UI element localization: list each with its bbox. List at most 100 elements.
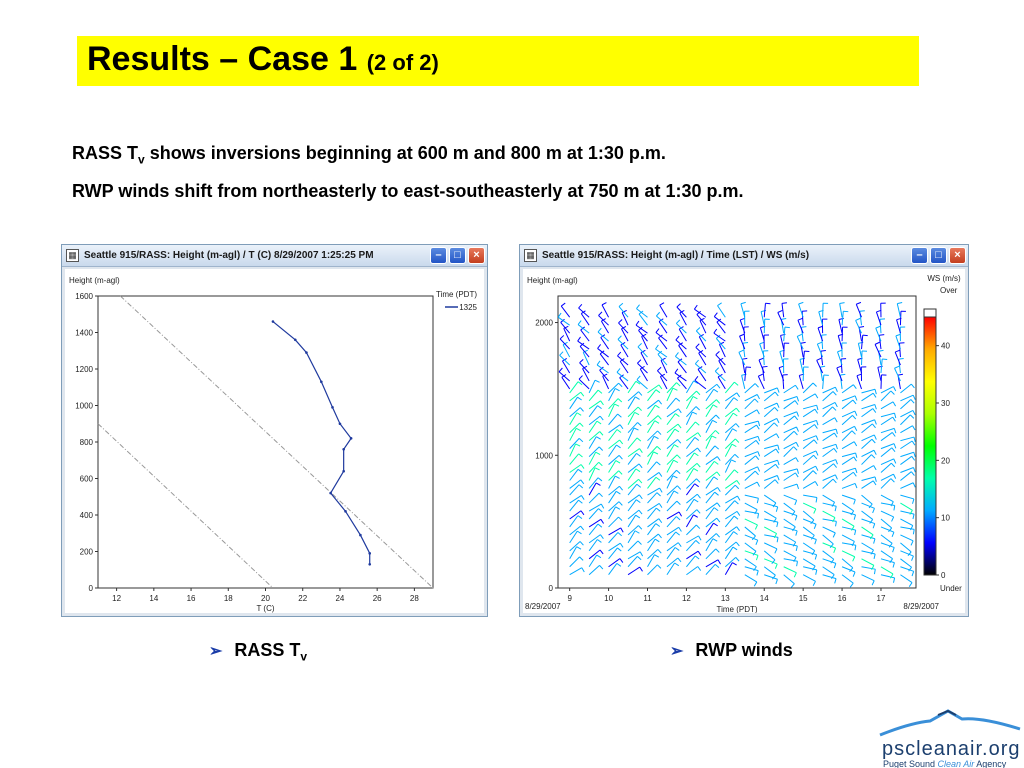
wind-barb	[900, 494, 915, 500]
wind-barb	[861, 434, 875, 442]
caption-rwp: ➢ RWP winds	[670, 640, 793, 661]
wind-barb-flag	[774, 548, 778, 554]
wind-barb-flag	[849, 582, 854, 588]
wind-barb-flag	[817, 341, 823, 345]
rass-tv-window-titlebar[interactable]: ▦ Seattle 915/RASS: Height (m-agl) / T (…	[62, 245, 487, 267]
wind-barb	[713, 316, 726, 326]
wind-barb-flag	[674, 368, 679, 374]
wind-barb-flag	[594, 379, 600, 383]
wind-barb-flag	[577, 381, 583, 386]
wind-barb	[627, 525, 639, 536]
minimize-button[interactable]: –	[911, 247, 928, 264]
wind-barb	[900, 414, 911, 426]
summary-text: RASS Tv shows inversions beginning at 60…	[72, 138, 744, 207]
wind-barb-flag	[852, 556, 856, 562]
wind-barb-flag	[654, 420, 660, 424]
wind-barb	[744, 451, 759, 458]
wind-barb-flag	[810, 535, 815, 540]
wind-barb-flag	[829, 543, 834, 549]
wind-barb-flag	[655, 523, 661, 527]
wind-barb	[686, 478, 697, 489]
wind-barb-flag	[872, 508, 875, 514]
y-tick-label: 1000	[535, 451, 553, 460]
x-tick-label: 10	[604, 594, 613, 603]
wind-barb-flag	[697, 550, 702, 556]
wind-barb-flag	[600, 519, 605, 524]
wind-barb-flag	[658, 399, 663, 405]
wind-barb	[569, 396, 578, 410]
wind-barb	[880, 526, 895, 533]
close-button[interactable]: ×	[949, 247, 966, 264]
wind-barb	[880, 386, 894, 394]
wind-barb	[627, 448, 640, 458]
logo-tag-pre: Puget Sound	[883, 759, 938, 768]
maximize-button[interactable]: □	[449, 247, 466, 264]
wind-barb	[900, 383, 912, 394]
wind-barb	[803, 494, 818, 499]
wind-barb-flag	[814, 424, 818, 429]
wind-barb-flag	[618, 382, 623, 388]
wind-barb-flag	[656, 311, 661, 317]
wind-barb	[666, 439, 678, 450]
wind-barb-flag	[580, 525, 585, 531]
maximize-button[interactable]: □	[930, 247, 947, 264]
wind-barb-flag	[754, 398, 759, 403]
wind-barb	[798, 375, 804, 390]
minimize-button[interactable]: –	[430, 247, 447, 264]
wind-barb-flag	[757, 466, 761, 472]
wind-barb	[802, 470, 814, 481]
wind-barb-flag	[793, 430, 798, 436]
wind-barb	[588, 554, 598, 568]
wind-barb-flag	[618, 470, 623, 475]
wind-barb-flag	[739, 333, 745, 337]
wind-barb-flag	[677, 423, 682, 429]
wind-barb	[666, 423, 679, 434]
wind-barb	[559, 354, 571, 366]
wind-barb	[896, 319, 901, 334]
wind-barb	[763, 422, 775, 434]
wind-barb-flag	[636, 483, 642, 488]
wind-barb-flag	[815, 465, 819, 471]
wind-barb	[783, 534, 796, 543]
wind-barb	[627, 437, 638, 449]
wind-barb-flag	[676, 500, 681, 506]
wind-barb	[696, 314, 707, 326]
wind-barb	[675, 339, 687, 350]
wind-barb	[783, 457, 797, 465]
wind-barb-flag	[830, 558, 835, 564]
wind-barb	[674, 372, 687, 382]
wind-barb-flag	[659, 487, 663, 493]
wind-barb	[627, 412, 636, 425]
wind-barb-flag	[913, 436, 916, 443]
wind-barb	[764, 387, 778, 394]
rwp-winds-window[interactable]: ▦ Seattle 915/RASS: Height (m-agl) / Tim…	[519, 244, 969, 617]
data-point	[368, 552, 372, 555]
wind-barb	[861, 574, 875, 582]
wind-barb-flag	[599, 565, 604, 570]
wind-barb	[569, 567, 583, 576]
wind-barb-flag	[697, 432, 702, 438]
rass-tv-window[interactable]: ▦ Seattle 915/RASS: Height (m-agl) / T (…	[61, 244, 488, 617]
wind-barb-flag	[660, 373, 666, 377]
wind-barb-flag	[795, 530, 798, 536]
close-button[interactable]: ×	[468, 247, 485, 264]
wind-barb	[861, 404, 875, 410]
wind-barb	[627, 540, 639, 552]
wind-barb-flag	[815, 497, 818, 503]
wind-barb-flag	[656, 461, 661, 466]
wind-barb-flag	[716, 517, 721, 523]
wind-barb	[666, 562, 676, 575]
wind-barb-flag	[715, 351, 720, 356]
caption-rass-prefix: RASS T	[234, 640, 301, 660]
wind-barb	[685, 452, 695, 465]
wind-barb	[647, 549, 659, 560]
rwp-winds-window-titlebar[interactable]: ▦ Seattle 915/RASS: Height (m-agl) / Tim…	[520, 245, 968, 267]
wind-barb	[763, 448, 777, 458]
wind-barb-flag	[776, 418, 780, 424]
data-point	[338, 422, 342, 426]
wind-barb	[744, 574, 758, 583]
wind-barb	[861, 388, 876, 394]
wind-barb-flag	[872, 408, 877, 413]
y-tick-label: 400	[80, 511, 94, 520]
wind-barb	[744, 494, 759, 499]
